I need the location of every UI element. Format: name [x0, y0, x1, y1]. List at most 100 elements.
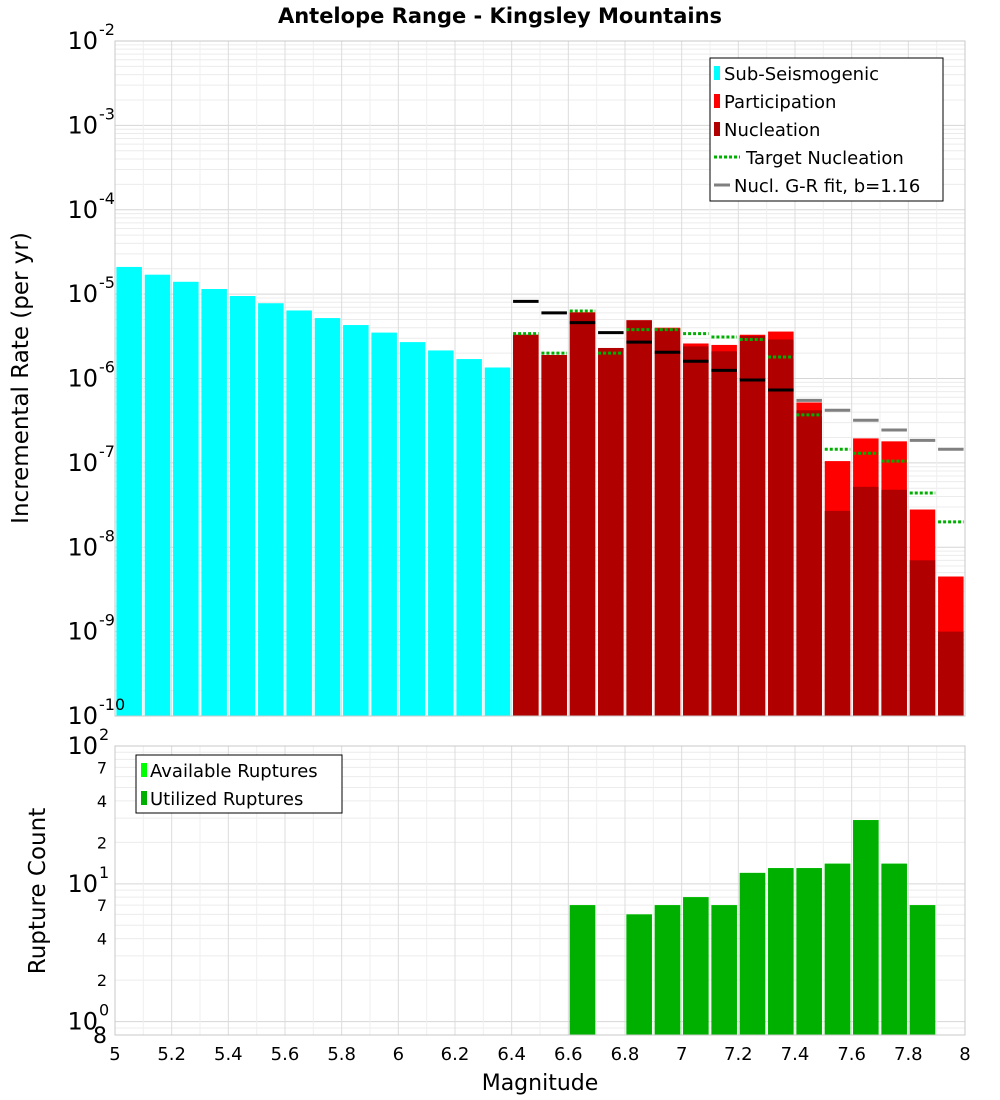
- rate-y-tick-base: 10: [67, 618, 98, 646]
- rate-y-tick-base: 10: [67, 111, 98, 139]
- rate-y-tick-exponent: -4: [99, 189, 115, 208]
- nucleation-bar: [796, 410, 822, 716]
- legend-label: Sub-Seismogenic: [724, 64, 879, 85]
- nucleation-bar: [569, 312, 596, 716]
- rate-y-tick-base: 10: [67, 702, 98, 730]
- count-y-tick-base: 10: [67, 732, 98, 760]
- count-y-minor-label: 4: [97, 930, 107, 949]
- nucleation-bar: [824, 510, 851, 716]
- utilized-ruptures-bar: [739, 872, 766, 1035]
- count-y-minor-label: 2: [97, 971, 107, 990]
- rate-y-tick-exponent: -8: [99, 526, 115, 545]
- rate-y-tick-exponent: -2: [99, 20, 115, 39]
- x-tick-label: 7.2: [724, 1044, 753, 1065]
- x-tick-label: 5.4: [214, 1044, 243, 1065]
- count-y-minor-label: 7: [97, 758, 107, 777]
- rate-y-tick-exponent: -5: [99, 273, 115, 292]
- utilized-ruptures-bar: [909, 905, 936, 1035]
- rate-y-axis-label: Incremental Rate (per yr): [8, 232, 34, 524]
- nucleation-bar: [626, 320, 652, 716]
- legend-label: Nucl. G-R fit, b=1.16: [734, 176, 920, 197]
- count-bars: [569, 820, 936, 1035]
- sub-seismogenic-bar: [456, 359, 482, 716]
- legend-label: Target Nucleation: [745, 148, 904, 169]
- legend-swatch: [714, 94, 720, 108]
- rate-plot-border: [114, 40, 966, 717]
- count-y-tick-base: 10: [67, 1008, 98, 1036]
- legend-label: Nucleation: [724, 120, 820, 141]
- count-legend-box: [135, 754, 343, 814]
- count-y-tick-exponent: 1: [99, 863, 109, 882]
- nucleation-bar: [598, 347, 624, 716]
- sub-seismogenic-bar: [229, 296, 256, 716]
- nucleation-bar: [683, 346, 709, 716]
- rate-y-tick-base: 10: [67, 533, 98, 561]
- legend-label: Utilized Ruptures: [150, 789, 303, 810]
- utilized-ruptures-bar: [626, 914, 652, 1035]
- nucleation-bar: [654, 328, 681, 716]
- sub-seismogenic-bar: [116, 266, 142, 716]
- rate-y-tick-exponent: -3: [99, 104, 115, 123]
- nucleation-bar: [513, 334, 539, 716]
- utilized-ruptures-bar: [711, 905, 737, 1035]
- count-plot-border: [114, 745, 966, 1036]
- sub-seismogenic-bar: [399, 342, 426, 716]
- legend-swatch: [714, 122, 720, 136]
- sub-seismogenic-bar: [173, 281, 199, 716]
- sub-seismogenic-bar: [144, 274, 171, 716]
- count-y-minor-label: 8: [93, 1024, 107, 1049]
- sub-seismogenic-bar: [428, 350, 454, 716]
- count-legend: Available Ruptures Utilized Ruptures: [135, 754, 343, 814]
- count-y-minor-label: 7: [97, 896, 107, 915]
- x-tick-label: 6.4: [497, 1044, 526, 1065]
- nucleation-bar: [853, 486, 879, 716]
- x-tick-label: 7: [676, 1044, 687, 1065]
- x-tick-label: 7.6: [837, 1044, 866, 1065]
- nucleation-bar: [711, 351, 737, 716]
- nucleation-bar: [739, 335, 766, 716]
- chart-title: Antelope Range - Kingsley Mountains: [278, 4, 722, 28]
- rate-y-tick-exponent: -9: [99, 611, 115, 630]
- nucleation-bar: [938, 631, 964, 716]
- rate-y-tick-base: 10: [67, 196, 98, 224]
- x-tick-label: 6.2: [441, 1044, 470, 1065]
- x-axis-label: Magnitude: [482, 1071, 599, 1096]
- sub-seismogenic-bar: [201, 289, 227, 716]
- x-tick-label: 6.8: [611, 1044, 640, 1065]
- x-tick-label: 6: [393, 1044, 404, 1065]
- x-tick-label: 5: [109, 1044, 120, 1065]
- legend-label: Available Ruptures: [150, 761, 318, 782]
- utilized-ruptures-bar: [853, 820, 879, 1035]
- nucleation-bar: [541, 354, 567, 716]
- rate-y-tick-base: 10: [67, 449, 98, 477]
- count-y-minor-label: 2: [97, 833, 107, 852]
- nucleation-bar: [909, 560, 936, 716]
- legend-swatch: [141, 763, 147, 777]
- x-tick-label: 8: [959, 1044, 970, 1065]
- x-tick-label: 7.8: [894, 1044, 923, 1065]
- utilized-ruptures-bar: [654, 905, 681, 1035]
- rate-bars: [116, 266, 964, 716]
- rate-fit-lines: [513, 299, 964, 524]
- count-y-tick-base: 10: [67, 870, 98, 898]
- sub-seismogenic-bar: [286, 310, 312, 716]
- utilized-ruptures-bar: [796, 868, 822, 1035]
- rate-y-tick-base: 10: [67, 27, 98, 55]
- x-tick-label: 5.2: [157, 1044, 186, 1065]
- utilized-ruptures-bar: [768, 868, 794, 1035]
- count-y-axis-label: Rupture Count: [25, 808, 51, 974]
- sub-seismogenic-bar: [343, 325, 369, 716]
- rate-y-tick-base: 10: [67, 365, 98, 393]
- rate-y-tick-exponent: -10: [99, 695, 125, 714]
- x-tick-labels: 5 5.2 5.4 5.6 5.8 6 6.2 6.4 6.6 6.8 7 7.2 7.4 7.6 7.8 8: [109, 1044, 970, 1065]
- utilized-ruptures-bar: [824, 863, 851, 1035]
- nucleation-bar: [768, 339, 794, 716]
- x-tick-label: 7.4: [781, 1044, 810, 1065]
- count-y-tick-exponent: 2: [99, 725, 109, 744]
- count-y-minor-label: 4: [97, 792, 107, 811]
- legend-swatch: [714, 66, 720, 80]
